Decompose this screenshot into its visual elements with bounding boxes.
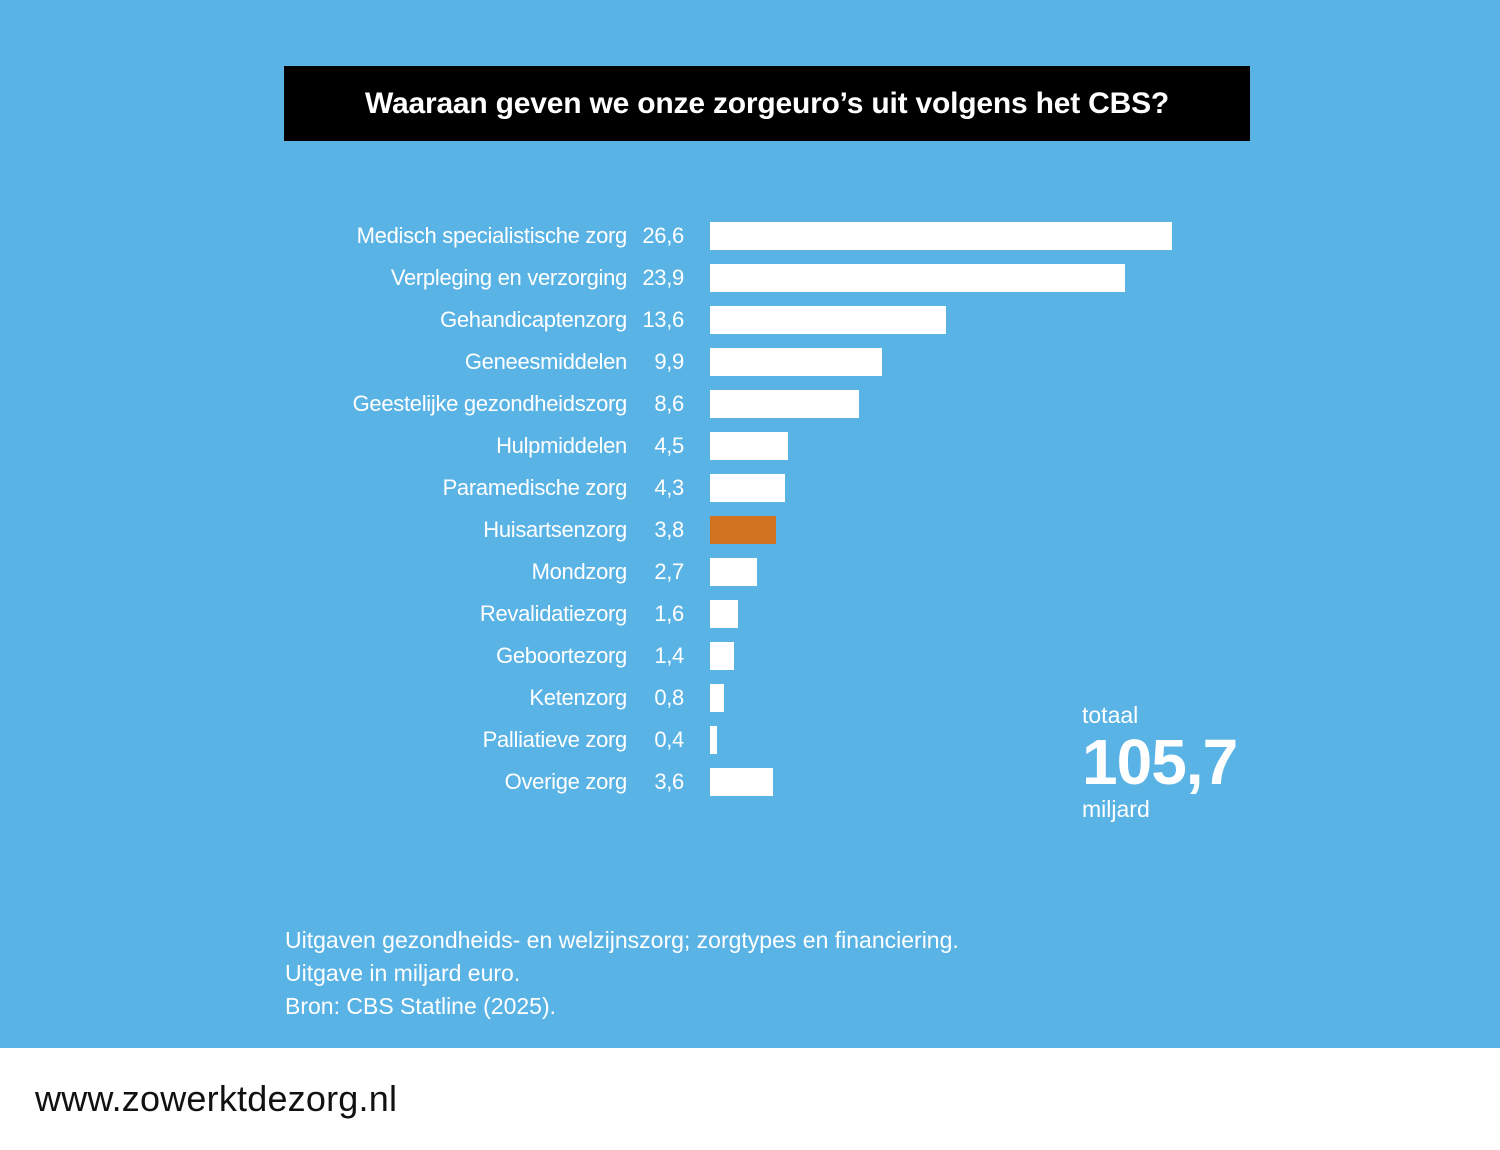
category-label: Paramedische zorg [442,475,628,500]
bar-highlighted [710,516,776,544]
chart-row: Ketenzorg 0,8 [285,677,1172,719]
category-label: Verpleging en verzorging [390,265,627,290]
chart-row: Medisch specialistische zorg 26,6 [285,215,1172,257]
title-bar: Waaraan geven we onze zorgeuro’s uit vol… [284,66,1250,141]
category-label: Revalidatiezorg [479,601,627,626]
value-label: 9,9 [654,349,684,374]
page-title: Waaraan geven we onze zorgeuro’s uit vol… [365,86,1169,120]
value-label: 1,4 [654,643,684,668]
value-label: 0,8 [654,685,684,710]
category-label: Geboortezorg [496,643,627,668]
chart-row: Huisartsenzorg 3,8 [285,509,1172,551]
bar [710,390,860,418]
bar [710,726,717,754]
category-label: Ketenzorg [529,685,627,710]
bar [710,642,735,670]
value-label: 13,6 [642,307,684,332]
chart-row: Gehandicaptenzorg 13,6 [285,299,1172,341]
value-label: 26,6 [642,223,684,248]
value-label: 3,8 [654,517,684,542]
value-label: 8,6 [654,391,684,416]
chart-row: Paramedische zorg 4,3 [285,467,1172,509]
bar [710,600,738,628]
value-label: 2,7 [654,559,684,584]
category-label: Geneesmiddelen [464,349,627,374]
total-value: 105,7 [1082,726,1238,798]
bar [710,432,789,460]
footer: www.zowerktdezorg.nl ZO WERKT DE ZORG A … [0,1048,1500,1150]
total-block: totaal 105,7 miljard [1082,702,1238,823]
chart-row: Palliatieve zorg 0,4 [285,719,1172,761]
bar [710,768,773,796]
total-label: totaal [1082,702,1139,728]
chart-row: Geneesmiddelen 9,9 [285,341,1172,383]
category-label: Huisartsenzorg [483,517,627,542]
bar [710,264,1126,292]
chart-row: Hulpmiddelen 4,5 [285,425,1172,467]
chart-row: Overige zorg 3,6 [285,761,1172,803]
note-line: Uitgave in miljard euro. [285,960,521,986]
value-label: 0,4 [654,727,684,752]
value-label: 3,6 [654,769,684,794]
category-label: Hulpmiddelen [496,433,627,458]
chart-row: Geestelijke gezondheidszorg 8,6 [285,383,1172,425]
total-unit: miljard [1082,795,1150,822]
bar [710,474,785,502]
bar [710,558,757,586]
category-label: Overige zorg [504,769,628,794]
category-label: Geestelijke gezondheidszorg [352,391,628,416]
value-label: 4,3 [654,475,684,500]
category-label: Medisch specialistische zorg [356,223,628,248]
category-label: Gehandicaptenzorg [440,307,627,332]
bar [710,306,947,334]
bar [710,222,1172,250]
chart-row: Revalidatiezorg 1,6 [285,593,1172,635]
value-label: 23,9 [642,265,684,290]
note-line: Uitgaven gezondheids- en welzijnszorg; z… [285,927,959,953]
category-label: Palliatieve zorg [482,727,628,752]
chart-row: Verpleging en verzorging 23,9 [285,257,1172,299]
website-link[interactable]: www.zowerktdezorg.nl [35,1078,398,1119]
bar-chart: Medisch specialistische zorg 26,6 Verplegi… [285,215,1172,803]
bar [710,348,882,376]
value-label: 1,6 [654,601,684,626]
bar [710,684,724,712]
note-line: Bron: CBS Statline (2025). [285,993,557,1019]
source-notes: Uitgaven gezondheids- en welzijnszorg; z… [285,924,959,1023]
value-label: 4,5 [654,433,684,458]
category-label: Mondzorg [531,559,628,584]
chart-row: Mondzorg 2,7 [285,551,1172,593]
chart-row: Geboortezorg 1,4 [285,635,1172,677]
